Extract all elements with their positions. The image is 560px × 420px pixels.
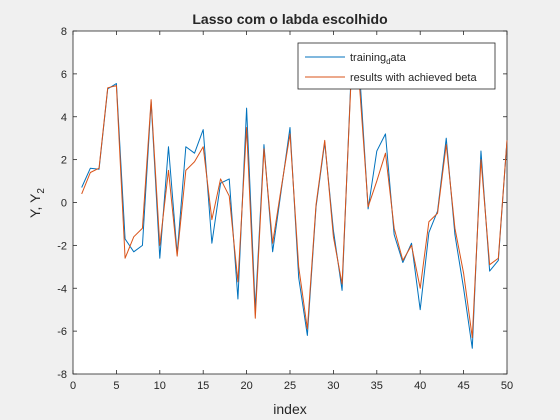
x-tick-label: 25 xyxy=(284,380,296,392)
chart-title: Lasso com o labda escolhido xyxy=(192,11,387,27)
series-layer xyxy=(81,69,508,349)
x-tick-label: 10 xyxy=(154,380,166,392)
x-tick-label: 5 xyxy=(113,380,119,392)
x-tick-label: 35 xyxy=(371,380,383,392)
y-tick-label: 2 xyxy=(61,155,67,167)
x-tick-label: 30 xyxy=(327,380,339,392)
legend: trainingdata results with achieved beta xyxy=(297,42,496,90)
x-axis-label: index xyxy=(273,401,306,417)
legend-label-training-data-subscript: d xyxy=(386,57,390,66)
x-axis: 0 5 10 15 20 25 30 35 40 45 50 xyxy=(70,31,513,392)
y-tick-label: -6 xyxy=(57,326,67,338)
legend-label-training-data-part1: training xyxy=(350,52,386,64)
y-tick-label: 6 xyxy=(61,69,67,81)
x-tick-label: 40 xyxy=(414,380,426,392)
x-tick-label: 45 xyxy=(457,380,469,392)
x-tick-label: 15 xyxy=(197,380,209,392)
y-tick-label: 4 xyxy=(61,112,67,124)
y-axis-label-subscript: 2 xyxy=(36,188,47,194)
y-tick-label: 8 xyxy=(61,26,67,38)
legend-label-results: results with achieved beta xyxy=(350,72,477,84)
y-axis-label-main: Y, Y xyxy=(27,193,43,218)
legend-label-training-data: trainingdata xyxy=(350,52,407,66)
legend-box xyxy=(297,42,496,90)
y-axis: -8 -6 -4 -2 0 2 4 6 8 xyxy=(57,26,507,381)
y-tick-label: -8 xyxy=(57,369,67,381)
series-line-results xyxy=(81,84,508,339)
legend-label-training-data-part2: ata xyxy=(391,52,407,64)
y-axis-label: Y, Y2 xyxy=(27,188,47,218)
y-tick-label: -2 xyxy=(57,240,67,252)
x-tick-label: 50 xyxy=(501,380,513,392)
x-tick-label: 20 xyxy=(240,380,252,392)
y-tick-label: -4 xyxy=(57,283,67,295)
legend-label-results-text: results with achieved beta xyxy=(350,72,477,84)
y-tick-label: 0 xyxy=(61,198,67,210)
x-tick-label: 0 xyxy=(70,380,76,392)
